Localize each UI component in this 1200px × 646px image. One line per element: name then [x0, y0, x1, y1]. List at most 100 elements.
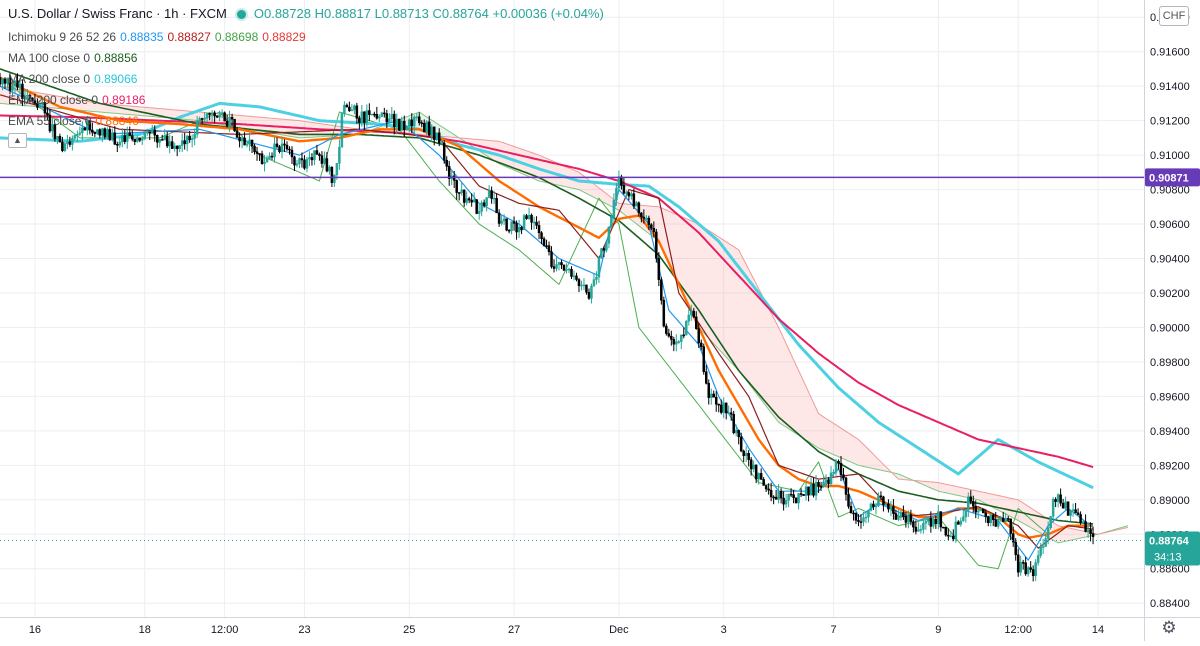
candle-body [193, 134, 196, 139]
indicator-legend-row[interactable]: EMA 55 close 0 0.88846 [8, 114, 139, 128]
candle-body [754, 464, 758, 480]
candle-body [393, 113, 396, 127]
cloud-segment [973, 490, 976, 500]
candle-body [1044, 538, 1047, 547]
candle-body [597, 257, 601, 278]
candle-body [894, 513, 898, 520]
cloud-segment [1018, 499, 1021, 522]
cloud-segment [771, 312, 774, 416]
senkou-span-a-line [0, 102, 1129, 544]
candle-body [1046, 527, 1050, 539]
candle-body [585, 284, 588, 293]
candle-body [442, 142, 446, 161]
candle-body [767, 488, 770, 491]
x-tick-label: 18 [139, 624, 151, 636]
candle-body [165, 135, 169, 147]
candle-body [587, 292, 591, 299]
candle-body [742, 450, 745, 456]
cloud-segment [67, 97, 70, 110]
currency-button[interactable]: CHF [1159, 6, 1189, 26]
candle-body [435, 132, 438, 140]
candle-body [300, 158, 304, 161]
cloud-segment [791, 354, 794, 432]
cloud-segment [878, 459, 881, 471]
cloud-segment [174, 109, 178, 119]
candle-body [288, 148, 291, 151]
candle-body [872, 503, 875, 508]
symbol-title[interactable]: U.S. Dollar / Swiss Franc · 1h · FXCM [8, 6, 227, 21]
candle-body [63, 143, 67, 152]
cloud-segment [746, 264, 749, 384]
cloud-segment [252, 116, 255, 131]
indicator-legend-row[interactable]: MA 200 close 0 0.89066 [8, 72, 137, 86]
cloud-segment [813, 402, 817, 447]
cloud-segment [242, 115, 245, 129]
candle-body [413, 116, 416, 127]
candle-body [230, 117, 234, 120]
candle-body [804, 486, 808, 496]
candle-body [665, 325, 668, 334]
candle-body [33, 100, 37, 104]
candle-body [400, 120, 404, 131]
cloud-segment [1063, 526, 1066, 542]
indicator-legend-row[interactable]: Ichimoku 9 26 52 26 0.88835 0.88827 0.88698… [8, 30, 306, 44]
price-line-badge[interactable] [1145, 168, 1200, 187]
candle-body [335, 163, 339, 176]
cloud-segment [781, 332, 784, 426]
x-tick-label: 27 [508, 624, 520, 636]
candle-body [497, 212, 501, 224]
candle-body [465, 198, 468, 203]
candle-body [814, 482, 818, 496]
candle-body [844, 477, 848, 495]
candle-body [972, 500, 975, 507]
indicator-value: 0.89066 [94, 72, 138, 86]
candle-body [36, 103, 39, 108]
y-tick-label: 0.88600 [1150, 564, 1190, 576]
candle-body [712, 393, 715, 398]
candle-body [1079, 514, 1082, 523]
candle-body [143, 132, 146, 140]
candle-body [842, 474, 845, 479]
candle-body [782, 497, 785, 505]
candle-body [857, 520, 860, 522]
indicator-legend-row[interactable]: EMA 200 close 0 0.89186 [8, 93, 145, 107]
cloud-segment [980, 491, 984, 503]
candle-body [570, 268, 573, 277]
cloud-segment [990, 493, 994, 508]
candle-body [799, 493, 803, 495]
candle-body [737, 429, 740, 438]
candle-body [602, 248, 606, 251]
candle-body [727, 412, 730, 414]
cloud-segment [713, 233, 717, 347]
candle-body [388, 118, 391, 123]
candle-body [437, 132, 441, 144]
cloud-segment [870, 451, 874, 469]
candle-body [617, 176, 621, 189]
cloud-segment [678, 215, 682, 290]
cloud-segment [1065, 527, 1069, 542]
indicator-value: 0.89186 [102, 93, 146, 107]
candle-body [203, 117, 206, 120]
x-tick-label: 14 [1092, 624, 1104, 636]
candle-body [640, 212, 643, 218]
candle-body [904, 515, 908, 523]
symbol-header: U.S. Dollar / Swiss Franc · 1h · FXCM O0.… [8, 6, 604, 21]
cloud-segment [626, 204, 629, 219]
candle-body [999, 517, 1002, 520]
candle-body [245, 143, 249, 146]
candle-body [582, 284, 586, 287]
candle-body [662, 299, 666, 327]
gear-icon[interactable]: ⚙ [1161, 618, 1177, 637]
cloud-segment [706, 228, 709, 339]
collapse-legend-button[interactable]: ▲ [8, 133, 27, 148]
candle-body [887, 503, 890, 510]
indicator-legend-row[interactable]: MA 100 close 0 0.88856 [8, 51, 137, 65]
candle-body [158, 139, 161, 143]
candle-body [258, 153, 261, 155]
candle-body [415, 116, 419, 119]
candle-body [457, 192, 461, 194]
cloud-segment [1000, 496, 1004, 513]
cloud-segment [756, 283, 759, 397]
